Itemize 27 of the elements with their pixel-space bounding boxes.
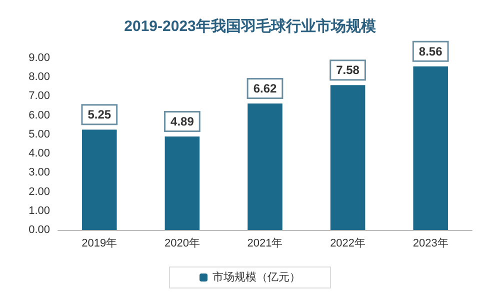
data-label: 8.56: [418, 44, 443, 58]
y-tick-label: 9.00: [28, 52, 50, 64]
x-tick-label: 2020年: [164, 238, 200, 250]
y-tick-label: 3.00: [28, 166, 50, 179]
bar: [82, 130, 117, 230]
y-tick-label: 7.00: [28, 90, 50, 102]
y-tick-label: 5.00: [28, 128, 50, 140]
x-tick-label: 2022年: [330, 238, 366, 250]
y-tick-label: 6.00: [28, 109, 50, 122]
bar: [330, 85, 366, 230]
y-tick-label: 0.00: [28, 224, 50, 236]
bar: [413, 66, 448, 230]
data-label: 7.58: [336, 63, 360, 78]
x-tick-label: 2021年: [247, 238, 283, 250]
y-tick-label: 1.00: [28, 204, 50, 217]
y-tick-label: 8.00: [28, 71, 50, 84]
data-label: 5.25: [88, 108, 112, 122]
x-tick-label: 2019年: [82, 238, 118, 250]
y-tick-label: 2.00: [28, 186, 50, 198]
data-label: 6.62: [253, 81, 277, 96]
x-tick-label: 2023年: [412, 238, 448, 250]
y-tick-label: 4.00: [28, 148, 50, 160]
legend-label: 市场规模（亿元）: [212, 270, 300, 284]
bar: [164, 136, 200, 230]
chart-title: 2019-2023年我国羽毛球行业市场规模: [124, 17, 377, 35]
bar: [248, 103, 282, 230]
data-label: 4.89: [170, 114, 194, 129]
